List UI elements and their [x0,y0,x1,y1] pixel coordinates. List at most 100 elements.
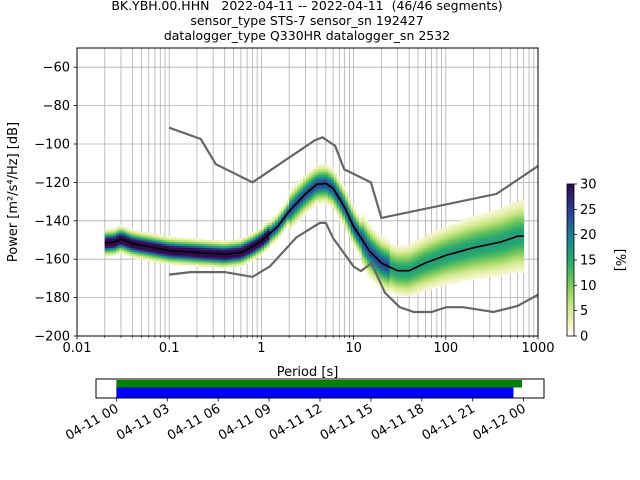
histogram-cell [492,247,497,250]
histogram-cell [506,255,511,258]
histogram-cell [272,232,276,235]
histogram-cell [375,259,379,262]
histogram-cell [398,278,402,281]
histogram-cell [498,234,502,237]
histogram-cell [233,247,237,250]
histogram-cell [222,257,226,260]
histogram-cell [219,247,223,250]
histogram-cell [342,186,346,189]
histogram-cell [141,255,145,258]
histogram-cell [168,245,173,248]
histogram-cell [110,234,114,237]
histogram-cell [504,228,508,231]
histogram-cell [297,215,301,218]
histogram-cell [344,216,349,220]
histogram-cell [263,240,268,243]
histogram-cell [453,236,458,239]
histogram-cell [272,241,276,245]
histogram-cell [453,257,458,260]
histogram-cell [487,251,491,254]
histogram-cell [367,234,371,237]
histogram-cell [168,255,173,258]
histogram-cell [286,218,290,222]
histogram-cell [244,245,248,248]
histogram-cell [289,199,293,202]
histogram-cell [230,259,234,262]
histogram-cell [319,180,324,183]
histogram-cell [269,234,273,237]
histogram-cell [409,264,413,268]
histogram-cell [487,264,491,268]
histogram-cell [266,236,270,239]
histogram-cell [364,234,368,237]
histogram-cell [174,259,178,262]
histogram-cell [442,247,446,250]
histogram-cell [305,188,310,191]
histogram-cell [280,232,284,235]
histogram-cell [462,240,466,243]
histogram-cell [171,257,175,260]
histogram-cell [308,207,312,210]
histogram-cell [367,236,371,239]
histogram-cell [104,249,108,252]
histogram-cell [406,289,410,293]
histogram-cell [431,236,435,239]
histogram-cell [495,211,499,214]
histogram-cell [423,245,427,248]
histogram-cell [459,272,463,275]
histogram-cell [473,255,477,258]
histogram-cell [350,213,354,216]
histogram-cell [431,257,435,260]
histogram-cell [448,228,452,231]
histogram-cell [205,259,209,262]
histogram-cell [498,253,502,256]
histogram-cell [442,280,446,283]
histogram-cell [129,253,134,256]
histogram-cell [361,251,365,254]
histogram-cell [495,209,499,212]
histogram-cell [439,253,444,256]
histogram-cell [342,197,346,200]
histogram-cell [409,245,413,248]
histogram-cell [473,249,477,252]
histogram-cell [149,236,153,239]
histogram-cell [185,247,189,250]
histogram-cell [317,172,321,176]
histogram-cell [411,278,416,281]
histogram-cell [414,280,418,283]
histogram-cell [439,236,444,239]
histogram-cell [146,251,150,254]
histogram-cell [465,259,469,262]
mean-psd-line [104,182,524,272]
histogram-cell [411,286,416,289]
histogram-cell [152,243,156,247]
histogram-cell [375,249,379,252]
histogram-cell [467,228,472,231]
histogram-cell [199,245,203,248]
histogram-cell [434,245,438,248]
histogram-cell [470,245,474,248]
histogram-cell [506,270,511,273]
histogram-cell [124,249,128,252]
histogram-cell [490,234,494,237]
histogram-cell [462,245,466,248]
histogram-cell [146,253,150,256]
colorbar-tick-label: 30 [580,178,597,193]
histogram-cell [311,205,315,208]
histogram-cell [121,230,125,233]
histogram-cell [484,266,488,270]
histogram-cell [261,230,265,233]
histogram-cell [520,230,525,233]
histogram-cell [115,251,120,254]
histogram-cell [244,241,248,245]
histogram-cell [322,176,326,179]
histogram-cell [325,184,329,187]
histogram-cell [490,247,494,250]
histogram-cell [492,263,497,266]
histogram-cell [168,257,173,260]
histogram-cell [506,251,511,254]
histogram-cell [462,270,466,273]
histogram-cell [431,241,435,245]
histogram-cell [409,284,413,287]
histogram-cell [364,249,368,252]
